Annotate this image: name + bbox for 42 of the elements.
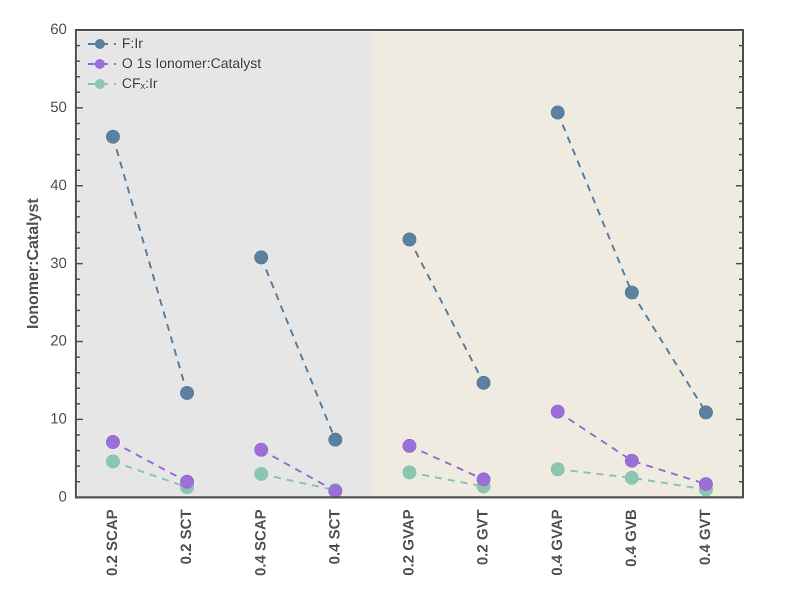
point [402, 465, 416, 480]
y-tick-label: 0 [58, 488, 67, 506]
x-tick-label: 0.2 GVAP [400, 509, 418, 576]
point [254, 442, 268, 457]
legend-label: F:Ir [122, 34, 144, 51]
point [624, 470, 639, 485]
point [106, 435, 120, 450]
point [550, 106, 565, 120]
legend-label: CFₓ:Ir [122, 74, 158, 91]
x-tick-label: 0.4 SCT [326, 509, 344, 564]
x-tick-label: 0.4 GVAP [548, 509, 566, 576]
point [698, 477, 713, 492]
x-tick-label: 0.2 SCAP [104, 509, 122, 576]
point [106, 130, 120, 144]
y-tick-label: 20 [50, 332, 67, 350]
point [698, 405, 713, 420]
x-tick-label: 0.4 GVB [622, 509, 640, 567]
point [624, 454, 639, 468]
y-tick-label: 10 [50, 410, 67, 428]
x-tick-label: 0.2 SCT [178, 509, 196, 564]
y-tick-label: 40 [50, 176, 67, 194]
y-axis-title: Ionomer:Catalyst [25, 198, 42, 330]
x-tick-label: 0.4 GVT [697, 509, 714, 566]
point [624, 285, 639, 300]
point [550, 462, 565, 476]
x-tick-label: 0.2 GVT [474, 509, 492, 566]
point [402, 438, 416, 453]
legend-label: O 1s Ionomer:Catalyst [122, 54, 262, 71]
point [180, 474, 194, 489]
y-tick-label: 50 [50, 99, 67, 116]
point [476, 376, 491, 390]
point [402, 232, 416, 247]
x-tick-label: 0.4 SCAP [252, 509, 270, 576]
y-tick-label: 30 [50, 254, 67, 272]
point [180, 386, 194, 400]
point [550, 404, 565, 419]
point [254, 466, 268, 481]
point [476, 472, 491, 486]
point [106, 454, 120, 468]
point [254, 250, 268, 264]
point [328, 432, 342, 447]
y-tick-label: 60 [50, 21, 67, 38]
